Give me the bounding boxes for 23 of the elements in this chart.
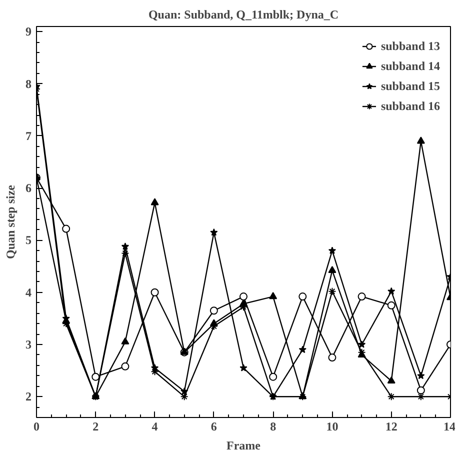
legend-label: subband 16 <box>380 98 440 114</box>
x-tick-label: 8 <box>270 420 276 434</box>
chart-title: Quan: Subband, Q_11mblk; Dyna_C <box>148 8 339 22</box>
legend-label: subband 13 <box>380 38 440 54</box>
y-tick-label: 5 <box>26 233 32 248</box>
x-tick-label: 0 <box>34 420 40 434</box>
y-tick-label: 7 <box>26 128 32 143</box>
x-tick-label: 4 <box>152 420 158 434</box>
y-tick-label: 2 <box>26 390 32 404</box>
y-tick-label: 9 <box>26 24 32 39</box>
legend-label: subband 15 <box>380 78 440 94</box>
x-tick-label: 10 <box>326 420 338 434</box>
x-tick-label: 14 <box>444 420 456 434</box>
y-tick-label: 8 <box>26 76 32 91</box>
x-tick-label: 2 <box>92 420 99 434</box>
x-axis-title: Frame <box>226 438 262 452</box>
y-tick-label: 3 <box>26 338 32 352</box>
x-tick-label: 6 <box>210 420 217 434</box>
y-tick-label: 6 <box>26 181 32 196</box>
legend-label: subband 14 <box>380 58 440 74</box>
y-axis-title: Quan step size <box>4 184 18 259</box>
y-tick-label: 4 <box>26 285 32 300</box>
x-tick-label: 12 <box>385 420 398 434</box>
